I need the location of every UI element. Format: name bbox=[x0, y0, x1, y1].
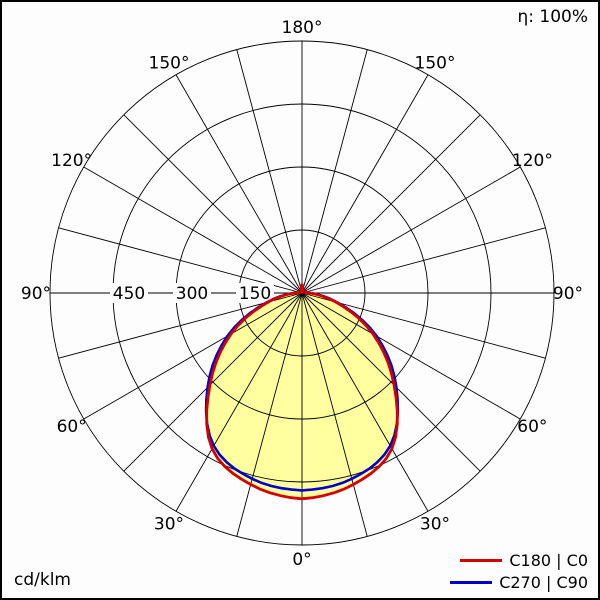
red-line-swatch bbox=[460, 559, 503, 562]
legend-label: C270 | C90 bbox=[499, 573, 588, 592]
legend: C180 | C0 C270 | C90 bbox=[450, 551, 588, 592]
efficiency-label: η: 100% bbox=[517, 7, 588, 27]
angle-label: 0° bbox=[292, 550, 311, 570]
angle-label: 90° bbox=[553, 284, 583, 304]
radial-tick-label: 150 bbox=[239, 284, 271, 304]
angle-label: 30° bbox=[420, 514, 450, 534]
legend-item-c270-c90: C270 | C90 bbox=[450, 573, 588, 592]
tick-label-chip bbox=[173, 283, 211, 303]
grid-circle bbox=[49, 40, 555, 546]
legend-label: C180 | C0 bbox=[509, 551, 588, 570]
legend-item-c180-c0: C180 | C0 bbox=[450, 551, 588, 570]
angle-label: 120° bbox=[51, 151, 92, 171]
radial-tick-label: 450 bbox=[113, 284, 145, 304]
unit-label: cd/klm bbox=[14, 570, 71, 590]
tick-label-chip bbox=[236, 283, 274, 303]
angle-label: 150° bbox=[149, 54, 190, 74]
angle-label: 150° bbox=[415, 54, 456, 74]
angle-label: 60° bbox=[517, 417, 547, 437]
curve-c180-c0 bbox=[205, 283, 399, 501]
angle-label: 60° bbox=[57, 417, 87, 437]
tick-label-chip bbox=[110, 283, 148, 303]
angle-label: 90° bbox=[21, 284, 51, 304]
angle-label: 120° bbox=[512, 151, 553, 171]
angle-label: 30° bbox=[154, 514, 184, 534]
radial-tick-label: 300 bbox=[176, 284, 208, 304]
blue-line-swatch bbox=[450, 581, 493, 584]
angle-label: 180° bbox=[282, 18, 323, 38]
